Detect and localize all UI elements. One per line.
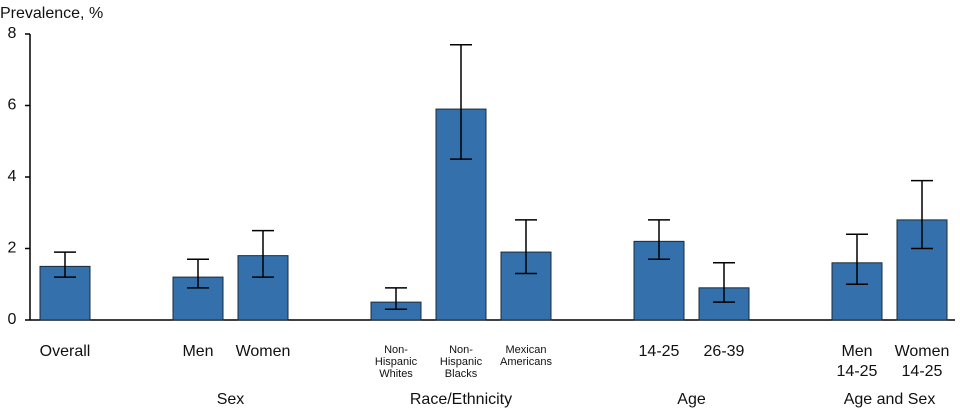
- group-label: Age and Sex: [844, 391, 936, 408]
- x-tick-label: Hispanic: [375, 356, 418, 368]
- error-bar: [252, 229, 274, 278]
- y-tick-label: 8: [8, 25, 17, 42]
- x-tick-label: Non-: [384, 344, 408, 356]
- x-tick-label: Blacks: [445, 368, 478, 380]
- y-tick-label: 2: [8, 240, 17, 257]
- x-tick-label: Non-: [449, 344, 473, 356]
- error-bar: [911, 179, 933, 250]
- x-tick-label: Overall: [40, 343, 91, 360]
- x-tick-label: Americans: [500, 356, 552, 368]
- y-axis-title: Prevalence, %: [0, 5, 103, 22]
- group-label: Sex: [217, 391, 245, 408]
- x-tick-label: Men: [182, 343, 213, 360]
- error-bar: [846, 233, 868, 285]
- error-bar: [450, 43, 472, 160]
- error-bar: [648, 219, 670, 260]
- error-bar: [385, 287, 407, 311]
- x-tick-label: 14-25: [837, 363, 878, 380]
- error-bar: [187, 258, 209, 289]
- x-tick-label: Women: [236, 343, 291, 360]
- x-tick-label: 14-25: [902, 363, 943, 380]
- x-tick-label: Mexican: [506, 344, 547, 356]
- group-label: Race/Ethnicity: [410, 391, 512, 408]
- x-tick-label: Whites: [379, 368, 413, 380]
- error-bar: [515, 219, 537, 275]
- group-label: Age: [677, 391, 706, 408]
- y-tick-label: 4: [8, 168, 17, 185]
- x-tick-label: Hispanic: [440, 356, 483, 368]
- error-bar: [54, 251, 76, 278]
- x-tick-label: Men: [841, 343, 872, 360]
- x-tick-label: 26-39: [704, 343, 745, 360]
- x-tick-label: Women: [895, 343, 950, 360]
- y-tick-label: 0: [8, 311, 17, 328]
- x-tick-label: 14-25: [639, 343, 680, 360]
- error-bar: [713, 262, 735, 303]
- y-tick-label: 6: [8, 97, 17, 114]
